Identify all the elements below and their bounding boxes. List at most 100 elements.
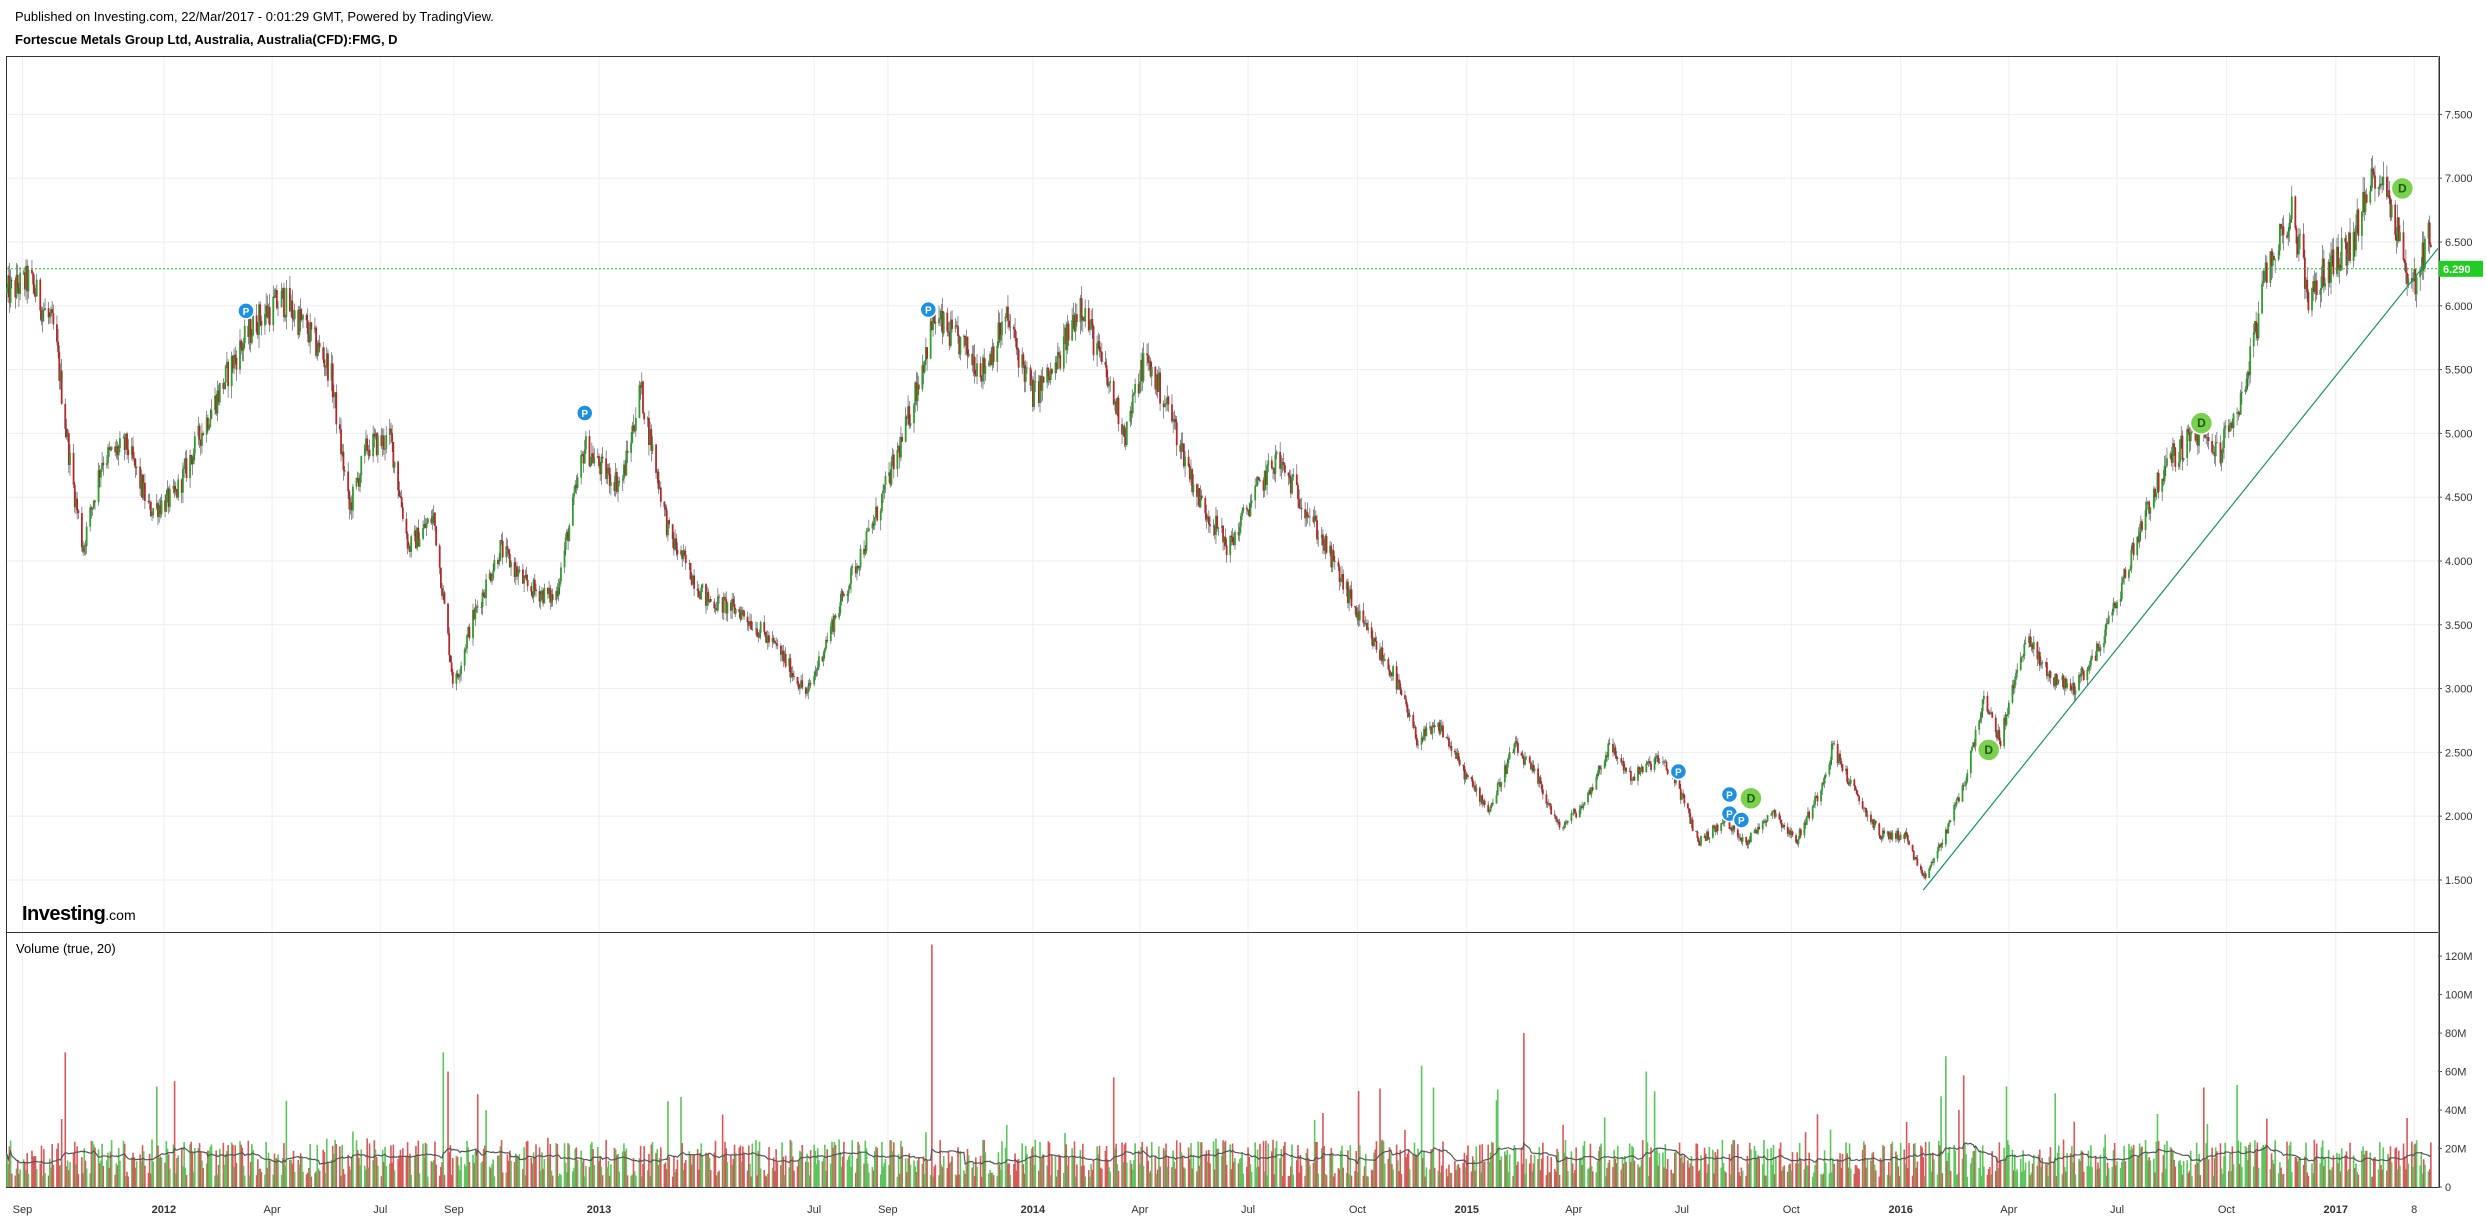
volume-bar <box>1348 1174 1350 1187</box>
volume-bar <box>1545 1175 1548 1187</box>
candle-body <box>1245 507 1248 510</box>
candle-body <box>989 353 991 363</box>
volume-bar <box>884 1159 887 1187</box>
candle-body <box>488 573 491 580</box>
candle-body <box>1832 743 1834 745</box>
candle-body <box>489 573 492 582</box>
candle-body <box>2211 440 2214 453</box>
volume-bar <box>1395 1144 1398 1187</box>
candle-body <box>1861 801 1864 809</box>
candle-body <box>2164 465 2167 467</box>
candle-body <box>1456 753 1459 759</box>
candle-body <box>1750 833 1752 843</box>
volume-bar <box>2140 1147 2142 1187</box>
volume-bar <box>341 1144 344 1187</box>
volume-bar <box>1572 1173 1575 1187</box>
candle-body <box>2111 611 2114 616</box>
volume-bar <box>555 1143 558 1187</box>
volume-bar <box>539 1170 542 1187</box>
volume-bar <box>592 1149 594 1187</box>
volume-bar <box>950 1161 952 1187</box>
candle-body <box>872 523 875 526</box>
price-axis-label: 3.000 <box>2445 684 2473 696</box>
volume-bar <box>1517 1161 1519 1187</box>
volume-bar <box>2411 1141 2413 1187</box>
candle-body <box>2082 670 2085 681</box>
volume-bar <box>956 1175 958 1187</box>
volume-bar <box>2213 1158 2216 1187</box>
candle-body <box>190 454 193 458</box>
candle-body <box>1633 776 1636 781</box>
volume-bar <box>1815 1160 1818 1187</box>
volume-bar <box>2257 1167 2260 1187</box>
candle-body <box>772 637 775 641</box>
volume-bar <box>1470 1171 1473 1187</box>
candle-body <box>889 472 892 485</box>
volume-bar <box>1141 1141 1144 1187</box>
candle-body <box>1678 780 1681 789</box>
time-axis-label: Sep <box>878 1204 898 1216</box>
volume-bar <box>139 1154 141 1187</box>
candle-body <box>2419 271 2422 278</box>
candle-body <box>1824 774 1827 777</box>
candle-body <box>1092 326 1095 356</box>
candle-body <box>2053 677 2055 687</box>
volume-bar <box>796 1166 799 1187</box>
volume-bar <box>413 1156 416 1187</box>
volume-bar <box>1479 1144 1481 1187</box>
candle-body <box>1822 783 1825 784</box>
volume-bar <box>589 1144 592 1187</box>
candle-body <box>1728 821 1731 829</box>
volume-bar <box>1803 1169 1806 1187</box>
candle-body <box>338 424 341 430</box>
volume-bar <box>1291 1144 1293 1187</box>
volume-bar <box>1129 1160 1132 1187</box>
volume-bar <box>523 1147 525 1187</box>
volume-bar <box>116 1165 119 1187</box>
volume-bar <box>1880 1161 1883 1187</box>
candle-body <box>907 406 909 419</box>
volume-bar <box>432 1159 435 1187</box>
volume-bar <box>368 1143 371 1187</box>
candle-body <box>1016 347 1019 350</box>
candle-body <box>274 290 277 298</box>
candle-body <box>2381 183 2384 186</box>
candle-body <box>215 395 218 414</box>
volume-bar <box>564 1162 567 1187</box>
volume-bar <box>1722 1163 1725 1187</box>
candle-body <box>1557 821 1560 823</box>
candle-body <box>1492 802 1494 804</box>
candle-body <box>149 501 152 517</box>
candle-body <box>809 683 812 685</box>
volume-bar <box>906 1172 908 1187</box>
candle-body <box>680 550 682 555</box>
candle-body <box>2277 250 2280 260</box>
candle-body <box>2097 643 2099 648</box>
volume-bar <box>1349 1145 1352 1187</box>
candle-body <box>1163 403 1166 408</box>
volume-bar <box>1548 1172 1550 1187</box>
candle-body <box>268 307 271 326</box>
candle-body <box>1406 704 1409 713</box>
candle-body <box>1100 351 1103 362</box>
candle-body <box>996 345 999 362</box>
candle-body <box>2073 682 2076 695</box>
volume-bar <box>1137 1150 1140 1187</box>
candle-body <box>1381 647 1384 661</box>
volume-bar <box>1133 1160 1135 1187</box>
candle-body <box>172 485 175 489</box>
candle-body <box>281 287 284 291</box>
volume-bar <box>1005 1125 1008 1187</box>
volume-bar <box>1142 1165 1145 1187</box>
candle-body <box>1790 831 1793 835</box>
candle-body <box>483 595 486 598</box>
candle-body <box>925 347 927 361</box>
candle-body <box>1056 352 1059 369</box>
price-axis-label: 7.000 <box>2445 173 2473 185</box>
candle-body <box>1663 761 1666 763</box>
candle-body <box>1990 712 1992 714</box>
volume-bar <box>1682 1162 1684 1187</box>
volume-bar <box>360 1149 363 1187</box>
candle-body <box>2414 269 2417 295</box>
